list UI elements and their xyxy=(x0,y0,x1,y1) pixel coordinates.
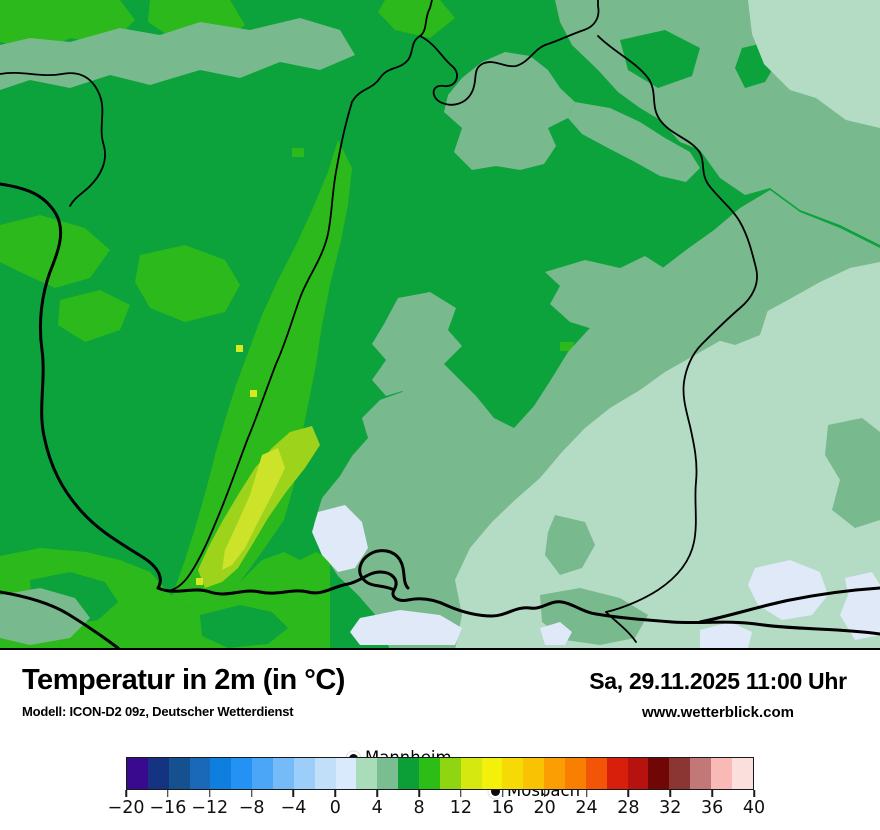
map-title: Temperatur in 2m (in °C) xyxy=(22,664,345,696)
tick-label: −20 xyxy=(107,798,145,818)
tick-label: −8 xyxy=(238,798,265,818)
tick-label: 4 xyxy=(371,798,383,818)
tick-label: 0 xyxy=(329,798,341,818)
legend-segment xyxy=(293,758,315,789)
legend-segment xyxy=(273,758,294,789)
legend-segment xyxy=(731,758,753,789)
france-border xyxy=(0,182,162,590)
tick-label: 8 xyxy=(413,798,425,818)
bodensee-border xyxy=(605,611,637,643)
legend-segment xyxy=(690,758,712,789)
tick-label: 20 xyxy=(533,798,556,818)
legend-segment xyxy=(606,758,628,789)
tick-mark xyxy=(669,790,672,797)
legend-segment xyxy=(335,758,357,789)
basel-border xyxy=(0,590,120,650)
city-label: Mosbach xyxy=(507,781,581,800)
tick-label: 32 xyxy=(659,798,682,818)
legend-segment xyxy=(147,758,169,789)
tick-label: 28 xyxy=(617,798,640,818)
tick-mark xyxy=(418,790,420,797)
tick-mark xyxy=(334,790,337,797)
tick-mark xyxy=(208,790,211,797)
colorbar-ticks: −20 −16 −12 −8 −4 0 4 8 12 16 20 24 28 32 36 40 xyxy=(108,790,765,820)
legend-segment xyxy=(252,758,274,789)
tick-mark xyxy=(753,790,755,797)
legend-segment xyxy=(460,758,482,789)
website-credit: www.wetterblick.com xyxy=(642,704,794,721)
city-dot xyxy=(348,753,358,763)
border-top-left xyxy=(0,71,106,207)
tick-mark xyxy=(167,790,169,797)
city-dot xyxy=(490,786,500,796)
state-border-heidelberg-loop xyxy=(419,0,600,106)
temperature-field xyxy=(0,0,880,650)
tick-label: −4 xyxy=(280,798,307,818)
caption-right: Sa, 29.11.2025 11:00 Uhr www.wetterblick… xyxy=(570,668,866,721)
state-border-north xyxy=(351,0,433,103)
tick-mark xyxy=(376,790,378,797)
tick-mark xyxy=(460,790,462,797)
country-borders xyxy=(0,0,880,650)
model-info: Modell: ICON-D2 09z, Deutscher Wetterdie… xyxy=(22,704,294,719)
tick-mark xyxy=(585,790,588,797)
austria-border xyxy=(698,586,880,624)
tick-mark xyxy=(292,790,295,797)
temperature-field-svg xyxy=(0,0,880,650)
legend-segment xyxy=(314,758,336,789)
caption-left: Temperatur in 2m (in °C) Modell: ICON-D2… xyxy=(22,664,345,719)
swiss-border xyxy=(156,570,880,636)
legend-segment xyxy=(711,758,732,789)
tick-mark xyxy=(627,790,630,797)
tick-mark xyxy=(711,790,713,797)
temperature-map: MannheimMosbachHeilbronnKarlsruheStuttga… xyxy=(0,0,880,800)
legend-segment xyxy=(127,758,148,789)
tick-label: 12 xyxy=(449,798,473,818)
legend-segment xyxy=(648,758,670,789)
city-label: Mannheim xyxy=(365,748,452,767)
rhine-border-west xyxy=(165,101,353,592)
map-frame-bottom xyxy=(0,648,880,650)
tick-label: 16 xyxy=(491,798,514,818)
tick-label: 36 xyxy=(700,798,724,818)
tick-label: −12 xyxy=(191,798,229,818)
legend-segment xyxy=(481,758,503,789)
state-border-east xyxy=(597,35,758,613)
tick-label: 24 xyxy=(575,798,598,818)
tick-label: −16 xyxy=(149,798,187,818)
tick-mark xyxy=(250,790,253,797)
legend-segment xyxy=(231,758,253,789)
tick-mark xyxy=(502,790,504,797)
legend-segment xyxy=(210,758,232,789)
tick-mark xyxy=(125,790,127,797)
legend-segment xyxy=(627,758,649,789)
valid-datetime: Sa, 29.11.2025 11:00 Uhr xyxy=(589,668,847,694)
legend-segment xyxy=(189,758,211,789)
legend-segment xyxy=(168,758,190,789)
tick-label: 40 xyxy=(742,798,766,818)
legend-segment xyxy=(585,758,607,789)
schaffhausen-loop xyxy=(358,549,410,592)
legend-segment xyxy=(669,758,691,789)
caption-area: Temperatur in 2m (in °C) Modell: ICON-D2… xyxy=(0,650,880,750)
